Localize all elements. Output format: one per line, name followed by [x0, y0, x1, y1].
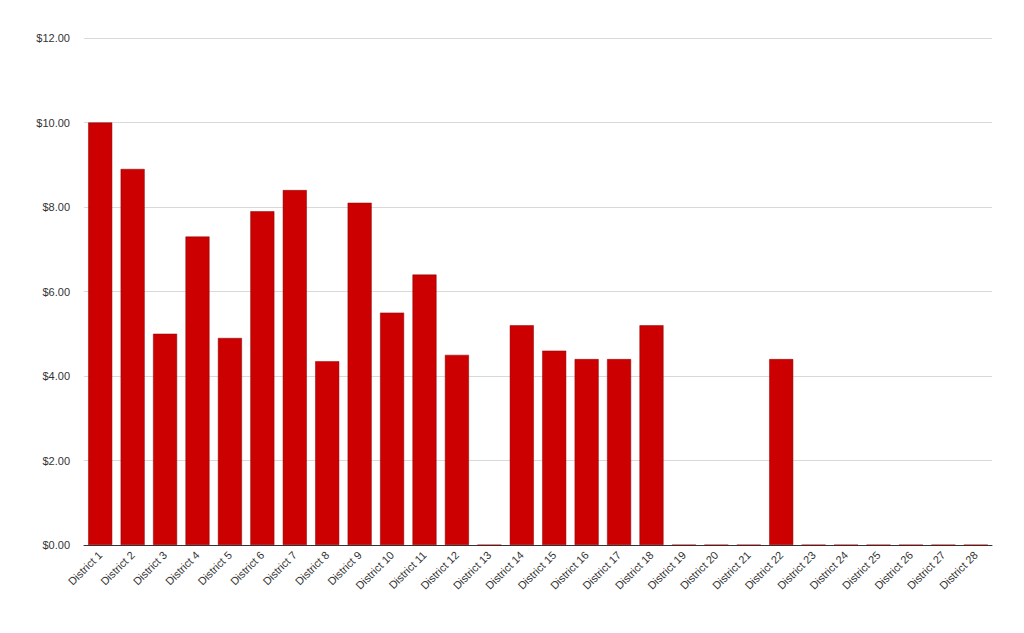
svg-text:District 11: District 11: [386, 548, 429, 592]
svg-text:District 13: District 13: [450, 548, 494, 592]
svg-text:District 20: District 20: [677, 548, 721, 592]
svg-text:$12.00: $12.00: [36, 32, 70, 44]
svg-text:District 14: District 14: [483, 548, 526, 592]
svg-text:District 9: District 9: [325, 548, 364, 588]
svg-text:$0.00: $0.00: [42, 539, 70, 551]
svg-text:District 18: District 18: [612, 548, 656, 592]
svg-text:District 26: District 26: [872, 548, 916, 592]
svg-text:$4.00: $4.00: [42, 370, 70, 382]
svg-text:District 7: District 7: [260, 549, 299, 588]
svg-text:District 27: District 27: [904, 548, 948, 592]
svg-text:District 28: District 28: [937, 549, 980, 592]
svg-text:District 2: District 2: [98, 549, 137, 588]
svg-text:District 12: District 12: [418, 548, 462, 592]
svg-text:District 6: District 6: [228, 549, 267, 588]
svg-text:District 19: District 19: [645, 548, 689, 592]
svg-text:District 5: District 5: [195, 549, 234, 588]
svg-text:District 1: District 1: [66, 549, 105, 588]
svg-text:$2.00: $2.00: [42, 455, 70, 467]
svg-text:District 4: District 4: [163, 549, 202, 588]
svg-text:District 17: District 17: [580, 548, 624, 592]
svg-text:District 24: District 24: [807, 548, 851, 592]
svg-text:$10.00: $10.00: [36, 117, 70, 129]
svg-text:District 16: District 16: [547, 548, 591, 592]
svg-text:District 22: District 22: [742, 548, 786, 592]
svg-text:$6.00: $6.00: [42, 286, 70, 298]
svg-text:District 8: District 8: [293, 549, 332, 588]
svg-text:District 15: District 15: [515, 548, 559, 592]
svg-text:District 21: District 21: [710, 548, 753, 592]
svg-text:District 3: District 3: [131, 549, 170, 588]
svg-text:District 23: District 23: [774, 548, 818, 592]
svg-text:District 25: District 25: [839, 548, 883, 592]
svg-text:$8.00: $8.00: [42, 201, 70, 213]
svg-text:District 10: District 10: [353, 548, 397, 592]
